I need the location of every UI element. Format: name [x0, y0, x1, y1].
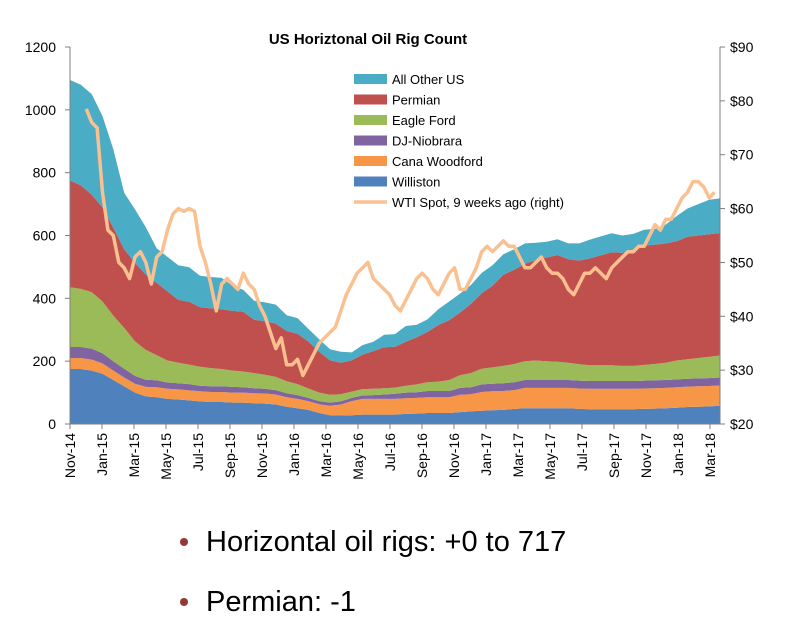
- x-tick-label: Sep-15: [222, 433, 238, 478]
- x-tick-label: Nov-15: [254, 433, 270, 478]
- legend-swatch: [354, 94, 387, 105]
- y-left-tick-label: 200: [33, 353, 57, 369]
- legend-swatch: [354, 156, 387, 166]
- x-tick-label: Nov-14: [62, 433, 78, 478]
- legend: All Other US Permian Eagle Ford DJ-Niobrara…: [354, 72, 564, 210]
- x-tick-label: Jul-17: [574, 433, 590, 471]
- area-eagle-ford: [70, 287, 720, 403]
- x-tick-label: Mar-18: [702, 433, 718, 478]
- y-right-tick-label: $70: [730, 147, 754, 163]
- y-left-tick-label: 600: [33, 228, 57, 244]
- x-tick-label: Jan-18: [670, 433, 686, 476]
- x-tick-label: Mar-17: [510, 433, 526, 478]
- y-left-tick-label: 400: [33, 290, 57, 306]
- area-all-other-us: [70, 80, 720, 363]
- x-tick-label: Jan-15: [94, 433, 110, 476]
- x-tick-label: Sep-16: [414, 433, 430, 478]
- y-right-tick-label: $20: [730, 416, 754, 432]
- legend-label: Eagle Ford: [392, 113, 456, 128]
- x-tick-label: Jan-17: [478, 433, 494, 476]
- y-left-tick-label: 1200: [25, 39, 56, 55]
- rig-count-chart: US Horiztonal Oil Rig Count 0 200 400 600 80…: [25, 31, 754, 480]
- wti-line-group: [84, 108, 716, 378]
- x-tick-label: Jul-16: [382, 433, 398, 471]
- legend-swatch: [354, 74, 387, 84]
- x-tick-label: Sep-17: [606, 433, 622, 478]
- x-tick-label: Mar-16: [318, 433, 334, 478]
- x-tick-label: Nov-16: [446, 433, 462, 478]
- chart-title: US Horiztonal Oil Rig Count: [269, 31, 467, 48]
- legend-swatch: [354, 115, 387, 125]
- y-left-tick-label: 0: [48, 416, 56, 432]
- bullet-permian: Permian: -1: [180, 572, 740, 632]
- stacked-areas: [70, 80, 720, 424]
- area-williston: [70, 369, 720, 424]
- x-tick-label: Jul-15: [190, 433, 206, 471]
- area-cana-woodford: [70, 358, 720, 416]
- y-right-tick-label: $60: [730, 201, 754, 217]
- y-right-tick-label: $30: [730, 362, 754, 378]
- legend-swatch: [354, 176, 387, 187]
- legend-label: WTI Spot, 9 weeks ago (right): [392, 195, 564, 210]
- bullet-text: Horizontal oil rigs: +0 to 717: [206, 525, 567, 558]
- x-tick-label: May-16: [350, 433, 366, 480]
- bullet-dot: [180, 538, 188, 546]
- bullet-text: Permian: -1: [206, 585, 356, 618]
- legend-label: Permian: [392, 93, 440, 108]
- y-right-tick-label: $40: [730, 308, 754, 324]
- legend-label: Williston: [392, 175, 440, 190]
- y-left-tick-label: 1000: [25, 102, 56, 118]
- x-tick-label: Jan-16: [286, 433, 302, 476]
- area-permian: [70, 180, 720, 395]
- y-right-tick-label: $80: [730, 93, 754, 109]
- wti-spot-line: [84, 108, 716, 378]
- y-right-tick-label: $50: [730, 254, 754, 270]
- bullet-horizontal-rigs: Horizontal oil rigs: +0 to 717: [180, 512, 740, 572]
- area-dj-niobrara: [70, 347, 720, 406]
- x-tick-label: May-15: [158, 433, 174, 480]
- legend-swatch: [354, 135, 387, 146]
- y-right-tick-label: $90: [730, 39, 754, 55]
- legend-label: All Other US: [392, 72, 465, 87]
- legend-label: DJ-Niobrara: [392, 134, 463, 149]
- x-tick-label: May-17: [542, 433, 558, 480]
- summary-bullets: Horizontal oil rigs: +0 to 717 Permian: …: [180, 512, 740, 632]
- x-tick-label: Mar-15: [126, 433, 142, 478]
- y-left-tick-label: 800: [33, 165, 57, 181]
- bullet-dot: [180, 598, 188, 606]
- x-tick-label: Nov-17: [638, 433, 654, 478]
- legend-label: Cana Woodford: [392, 154, 483, 169]
